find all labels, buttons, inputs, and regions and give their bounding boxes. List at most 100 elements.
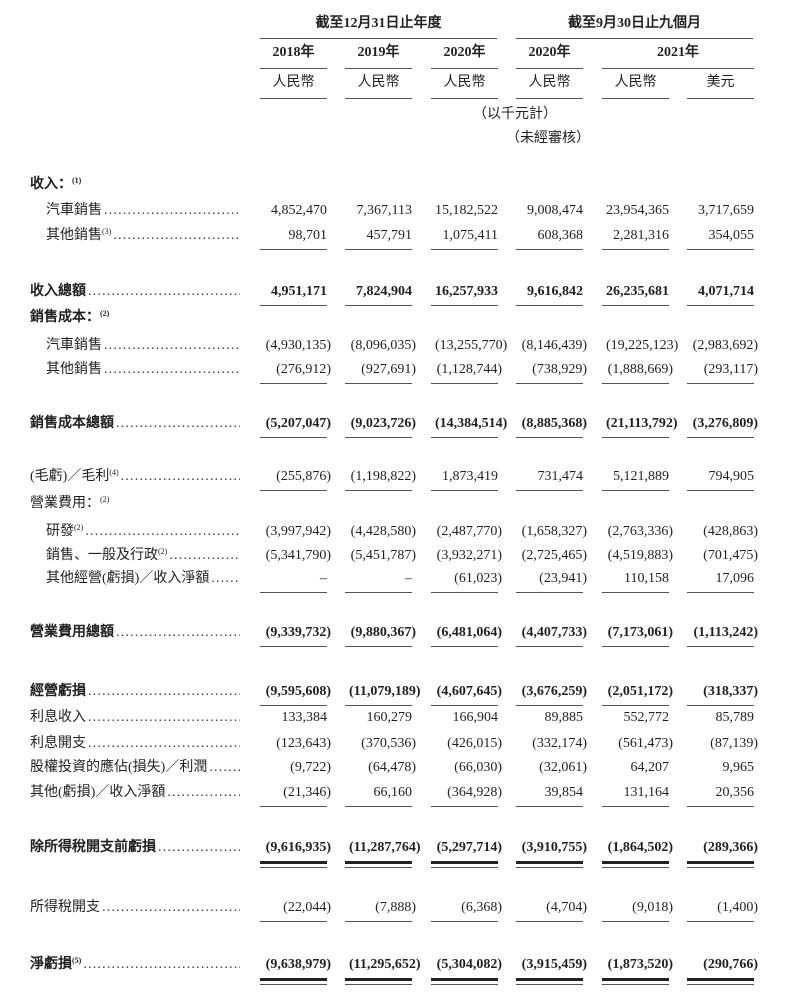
value-cell: 15,182,522 bbox=[435, 203, 498, 218]
value-cell: (3,276,809) bbox=[692, 416, 758, 431]
value-cell: (5,304,082) bbox=[436, 957, 502, 972]
subtotal-rule bbox=[516, 383, 583, 384]
subtotal-rule bbox=[687, 646, 754, 647]
row-label: 淨虧損(5)..................................… bbox=[30, 955, 240, 975]
table-row: 汽車銷售....................................… bbox=[0, 336, 796, 356]
dot-leader: ........................................… bbox=[120, 469, 240, 484]
total-double-rule bbox=[516, 861, 583, 864]
value-cell: (3,910,755) bbox=[521, 840, 587, 855]
footnote-ref: (4) bbox=[109, 468, 119, 477]
value-cell: (64,478) bbox=[368, 760, 416, 775]
row-label-text: 利息收入 bbox=[30, 710, 86, 725]
subtotal-rule bbox=[431, 921, 498, 922]
subtotal-rule bbox=[687, 249, 754, 250]
row-label: 其他(虧損)／收入淨額.............................… bbox=[30, 783, 240, 803]
value-cell: (9,595,608) bbox=[265, 684, 331, 699]
year-header: 2020年 bbox=[528, 45, 571, 60]
year-header: 2020年 bbox=[443, 45, 486, 60]
value-cell: 1,873,419 bbox=[442, 469, 498, 484]
header-rule bbox=[345, 68, 412, 69]
row-label-text: 除所得稅開支前虧損 bbox=[30, 840, 156, 855]
value-cell: (2,983,692) bbox=[692, 338, 758, 353]
total-double-rule bbox=[345, 867, 412, 868]
subtotal-rule bbox=[687, 921, 754, 922]
footnote-ref: (1) bbox=[72, 176, 82, 185]
value-cell: (9,023,726) bbox=[350, 416, 416, 431]
value-cell: (2,725,465) bbox=[521, 548, 587, 563]
row-label: 營業費用總額..................................… bbox=[30, 623, 240, 643]
table-row: 汽車銷售....................................… bbox=[0, 201, 796, 221]
table-row: 淨虧損(5)..................................… bbox=[0, 955, 796, 975]
value-cell: (561,473) bbox=[618, 736, 673, 751]
row-label-text: 銷售成本總額 bbox=[30, 416, 114, 431]
value-cell: (4,519,883) bbox=[607, 548, 673, 563]
subtotal-rule bbox=[687, 383, 754, 384]
table-row: 收入：(1) bbox=[0, 175, 796, 195]
value-cell: (318,337) bbox=[703, 684, 758, 699]
row-label: 汽車銷售....................................… bbox=[46, 201, 240, 221]
footnote-ref: (2) bbox=[100, 495, 110, 504]
value-cell: 794,905 bbox=[708, 469, 755, 484]
subtotal-rule bbox=[602, 437, 669, 438]
value-cell: (19,225,123) bbox=[606, 338, 679, 353]
row-label: 營業費用：(2) bbox=[30, 494, 240, 514]
currency-header: 人民幣 bbox=[528, 75, 571, 90]
total-double-rule bbox=[431, 867, 498, 868]
subtotal-rule bbox=[602, 705, 669, 706]
value-cell: 133,384 bbox=[281, 710, 328, 725]
subtotal-rule bbox=[602, 646, 669, 647]
row-label: (毛虧)／毛利(4)..............................… bbox=[30, 467, 240, 487]
subtotal-rule bbox=[516, 921, 583, 922]
value-cell: 9,008,474 bbox=[527, 203, 583, 218]
subtotal-rule bbox=[516, 437, 583, 438]
value-cell: (3,915,459) bbox=[521, 957, 587, 972]
total-double-rule bbox=[602, 978, 669, 981]
subtotal-rule bbox=[260, 490, 327, 491]
subtotal-rule bbox=[260, 437, 327, 438]
total-double-rule bbox=[431, 984, 498, 985]
subtotal-rule bbox=[260, 806, 327, 807]
value-cell: (21,113,792) bbox=[606, 416, 678, 431]
dot-leader: ........................................… bbox=[88, 284, 240, 299]
dot-leader: ........................................… bbox=[88, 710, 240, 725]
total-double-rule bbox=[516, 978, 583, 981]
value-cell: 354,055 bbox=[708, 228, 755, 243]
value-cell: (11,287,764) bbox=[349, 840, 421, 855]
value-cell: (23,941) bbox=[539, 571, 587, 586]
value-cell: (1,864,502) bbox=[607, 840, 673, 855]
value-cell: (290,766) bbox=[703, 957, 758, 972]
row-label-text: 汽車銷售 bbox=[46, 338, 102, 353]
value-cell: 457,791 bbox=[366, 228, 413, 243]
value-cell: (1,658,327) bbox=[521, 524, 587, 539]
value-cell: (9,880,367) bbox=[350, 625, 416, 640]
value-cell: (2,051,172) bbox=[607, 684, 673, 699]
row-label-text: 其他銷售 bbox=[46, 228, 102, 243]
row-label-text: 其他經營(虧損)／收入淨額 bbox=[46, 571, 210, 586]
row-label: 其他經營(虧損)／收入淨額...........................… bbox=[46, 569, 240, 589]
dot-leader: ........................................… bbox=[102, 900, 240, 915]
row-label: 其他銷售....................................… bbox=[46, 360, 240, 380]
subtotal-rule bbox=[431, 592, 498, 593]
value-cell: 17,096 bbox=[715, 571, 755, 586]
value-cell: 26,235,681 bbox=[606, 284, 669, 299]
table-row: 利息開支....................................… bbox=[0, 734, 796, 754]
value-cell: (1,888,669) bbox=[607, 362, 673, 377]
total-double-rule bbox=[602, 861, 669, 864]
total-double-rule bbox=[687, 984, 754, 985]
total-double-rule bbox=[516, 867, 583, 868]
total-double-rule bbox=[260, 978, 327, 981]
total-double-rule bbox=[687, 978, 754, 981]
subtotal-rule bbox=[260, 249, 327, 250]
dot-leader: ........................................… bbox=[104, 338, 240, 353]
value-cell: (32,061) bbox=[539, 760, 587, 775]
table-row: 利息收入....................................… bbox=[0, 708, 796, 728]
row-label-text: 汽車銷售 bbox=[46, 203, 102, 218]
dot-leader: ........................................… bbox=[88, 736, 240, 751]
subtotal-rule bbox=[260, 646, 327, 647]
subtotal-rule bbox=[345, 592, 412, 593]
subtotal-rule bbox=[516, 705, 583, 706]
value-cell: 731,474 bbox=[537, 469, 584, 484]
header-rule bbox=[260, 68, 327, 69]
subtotal-rule bbox=[687, 592, 754, 593]
value-cell: (3,932,271) bbox=[436, 548, 502, 563]
